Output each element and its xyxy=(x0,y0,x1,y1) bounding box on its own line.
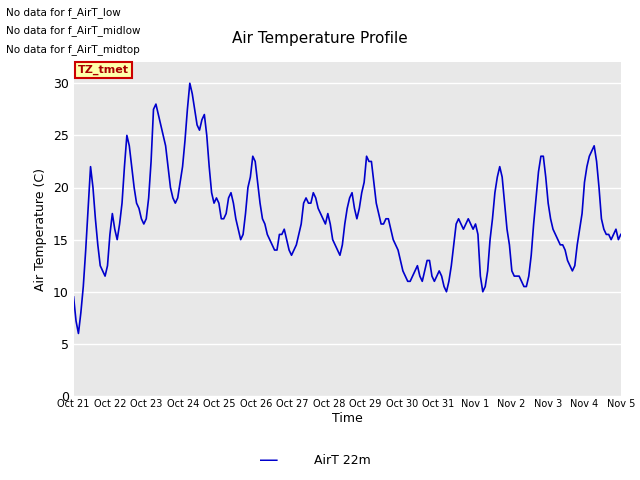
Y-axis label: Air Temperature (C): Air Temperature (C) xyxy=(35,168,47,291)
Text: Air Temperature Profile: Air Temperature Profile xyxy=(232,31,408,46)
Text: AirT 22m: AirT 22m xyxy=(314,454,371,468)
Text: No data for f_AirT_midlow: No data for f_AirT_midlow xyxy=(6,25,141,36)
Text: TZ_tmet: TZ_tmet xyxy=(78,65,129,75)
Text: No data for f_AirT_low: No data for f_AirT_low xyxy=(6,7,121,18)
Text: No data for f_AirT_midtop: No data for f_AirT_midtop xyxy=(6,44,140,55)
X-axis label: Time: Time xyxy=(332,411,363,424)
Text: —: — xyxy=(259,451,278,470)
